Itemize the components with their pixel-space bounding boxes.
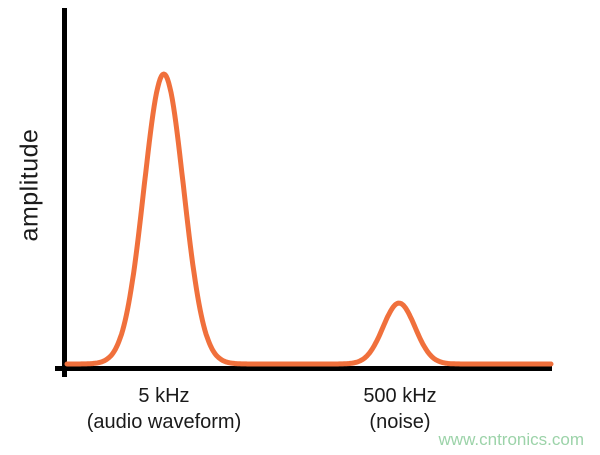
- x-tick-5khz: 5 kHz (audio waveform): [87, 383, 242, 435]
- y-axis: [62, 8, 67, 377]
- y-axis-label: amplitude: [15, 128, 44, 242]
- x-tick-label: 500 kHz: [363, 385, 437, 407]
- x-tick-500khz: 500 kHz (noise): [363, 383, 436, 435]
- x-tick-sublabel: (noise): [369, 411, 431, 433]
- x-tick-label: 5 kHz: [138, 385, 190, 407]
- spectrum-curve-path: [64, 71, 554, 367]
- x-tick-sublabel: (audio waveform): [86, 411, 242, 433]
- watermark: www.cntronics.com: [438, 430, 584, 449]
- x-axis: [55, 366, 552, 371]
